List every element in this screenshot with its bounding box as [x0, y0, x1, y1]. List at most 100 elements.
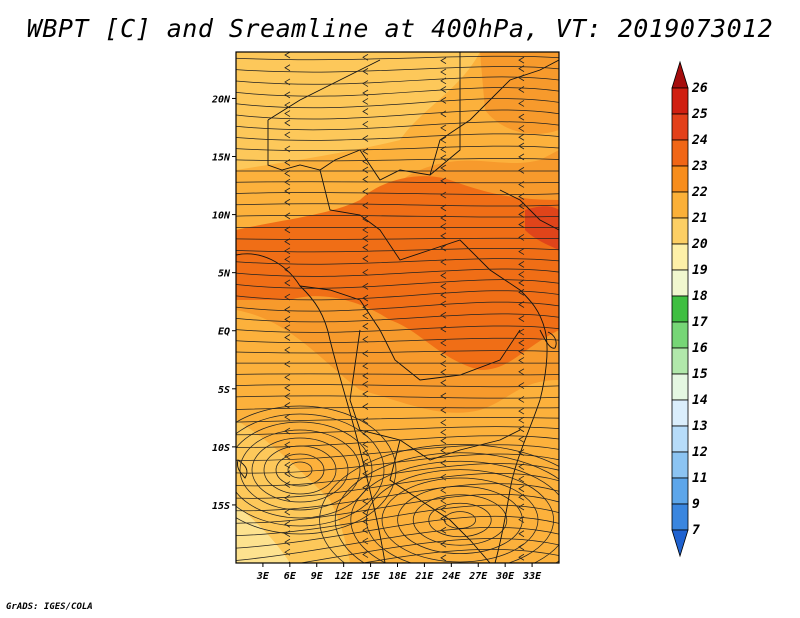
- streamline: [236, 384, 559, 388]
- streamline-arrow: [362, 53, 369, 61]
- streamline-arrow: [518, 100, 525, 107]
- streamline-arrow: [284, 334, 291, 341]
- streamline-arrow: [518, 113, 525, 121]
- streamline-arrow: [440, 223, 447, 230]
- streamline-arrow: [440, 419, 447, 426]
- streamline-arrow: [284, 266, 291, 274]
- streamline-arrow: [440, 124, 447, 132]
- streamline-arrow: [362, 303, 369, 311]
- streamline-arrow: [440, 291, 447, 299]
- x-tick-label: 30E: [495, 571, 515, 582]
- streamline-arrow: [440, 526, 447, 534]
- streamline-arrow: [362, 390, 369, 398]
- colorbar-segment: [671, 503, 689, 531]
- streamline-arrow: [284, 316, 291, 323]
- streamline: [236, 407, 559, 410]
- streamline-arrow: [440, 300, 447, 308]
- colorbar-segment: [671, 87, 689, 115]
- streamline-curl: [263, 445, 337, 495]
- streamline-curl: [236, 413, 385, 527]
- streamline: [236, 395, 559, 399]
- streamline-curl: [236, 405, 397, 535]
- streamline-arrow: [518, 416, 525, 424]
- y-axis-ticks: 20N 15N 10N 5N EQ 5S 10S 15S: [211, 94, 236, 512]
- y-tick-label: 5S: [218, 385, 230, 396]
- streamline: [236, 493, 559, 524]
- x-tick-label: 6E: [284, 571, 297, 582]
- streamline-arrow: [518, 133, 525, 141]
- streamline-arrow: [284, 360, 291, 368]
- y-tick-label: 10N: [212, 211, 231, 222]
- streamline-arrow: [284, 64, 291, 72]
- streamline: [236, 313, 559, 323]
- colorbar-label: 13: [692, 419, 708, 434]
- x-tick-label: 24E: [441, 571, 461, 582]
- streamline: [236, 203, 559, 207]
- streamline-arrow: [284, 279, 291, 287]
- streamline: [236, 192, 559, 196]
- colorbar-label: 19: [692, 263, 708, 278]
- streamline-arrow: [518, 368, 525, 376]
- streamline-arrow: [440, 244, 447, 252]
- streamline-arrow: [440, 146, 447, 153]
- streamline: [236, 463, 559, 487]
- streamline-arrow: [440, 57, 447, 64]
- streamline-arrow: [518, 86, 525, 93]
- streamline: [236, 237, 559, 240]
- streamline: [236, 268, 559, 277]
- streamline-arrow: [284, 145, 291, 153]
- streamline-arrow: [518, 193, 525, 200]
- streamline: [236, 435, 559, 448]
- streamline-curl: [381, 477, 539, 563]
- x-tick-label: 27E: [468, 571, 488, 582]
- streamline-arrow: [518, 261, 525, 268]
- streamline-arrow: [440, 283, 447, 290]
- colorbar-segment: [671, 191, 689, 219]
- streamline-arrow: [362, 98, 369, 105]
- streamline-arrow: [440, 486, 447, 494]
- colorbar-segment: [671, 139, 689, 167]
- streamline-arrow: [362, 417, 369, 424]
- streamline-arrow: [284, 413, 291, 421]
- streamline: [236, 214, 559, 218]
- streamline: [236, 109, 559, 120]
- y-tick-label: 20N: [211, 94, 231, 105]
- x-tick-label: 12E: [335, 571, 354, 582]
- streamline-arrow: [284, 101, 291, 109]
- streamline-arrow: [440, 360, 447, 368]
- streamline: [236, 472, 559, 499]
- streamline-arrow: [518, 339, 525, 347]
- streamline-arrow: [440, 540, 447, 548]
- x-tick-label: 21E: [414, 571, 434, 582]
- streamline: [361, 548, 559, 563]
- streamline-arrow: [362, 80, 369, 87]
- streamline-arrow: [440, 325, 447, 333]
- streamline-arrow: [362, 294, 369, 302]
- streamline-arrow: [518, 396, 525, 403]
- streamline-arrow: [362, 235, 369, 242]
- streamline-arrow: [362, 322, 369, 330]
- streamline-arrow: [440, 272, 447, 279]
- streamline-arrow: [284, 324, 291, 332]
- streamline-arrow: [284, 91, 291, 99]
- colorbar-label: 18: [692, 289, 708, 304]
- streamline-arrow: [284, 384, 291, 392]
- streamline-arrow: [518, 221, 525, 228]
- colorbar-segment: [671, 165, 689, 193]
- colorbar-segment: [671, 113, 689, 141]
- streamline-arrow: [518, 301, 525, 308]
- streamline-arrow: [362, 526, 369, 534]
- streamline-arrow: [362, 166, 369, 174]
- streamline-arrow: [284, 78, 291, 86]
- streamline-arrow: [284, 306, 291, 313]
- streamline-arrow: [362, 551, 369, 558]
- streamline-arrow: [284, 402, 291, 409]
- colorbar-label: 14: [692, 393, 708, 408]
- streamline-arrow: [518, 475, 525, 483]
- colorbar-segment: [671, 269, 689, 297]
- streamline-arrow: [518, 153, 525, 161]
- streamline: [298, 538, 559, 563]
- streamline: [236, 279, 559, 289]
- streamline-arrow: [284, 548, 291, 556]
